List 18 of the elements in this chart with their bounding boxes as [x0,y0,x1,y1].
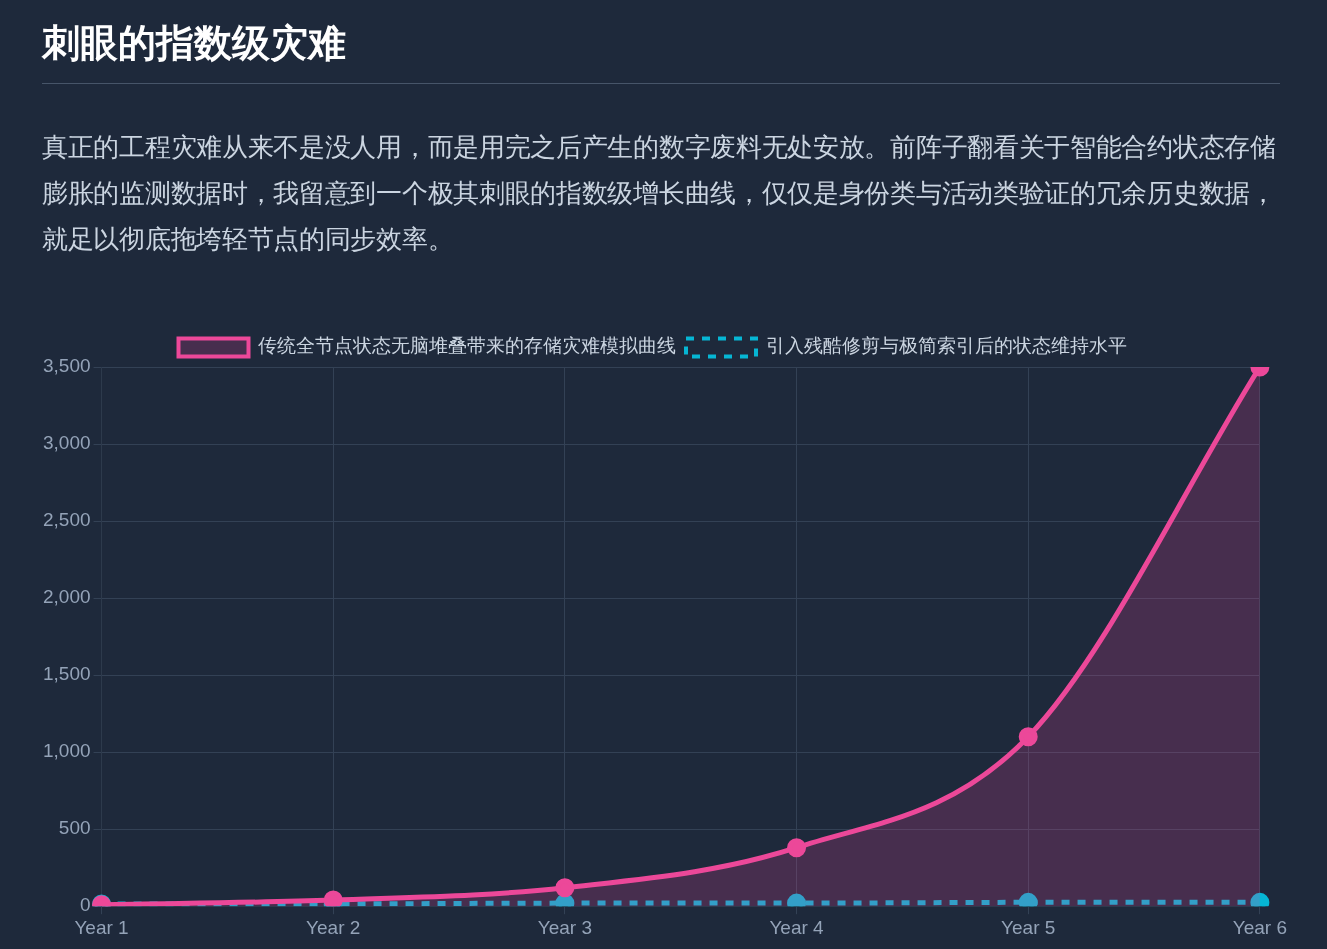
x-tick-label: Year 3 [537,916,593,938]
x-tick-label: Year 6 [1232,916,1288,938]
x-tick-label: Year 4 [769,916,825,938]
x-tick-label: Year 2 [306,916,361,938]
chart-subtitle: 真正的工程灾难从来不是没人用，而是用完之后产生的数字废料无处安放。前阵子翻看关于智能合约状态存储膨胀的监测数据时，我留意到一个极其刺眼的指数级增长曲线，仅仅是身份类与活动类验证的冗余历史数据，就足以彻底拖垮轻节点的同步效率。 [42,131,1277,256]
chart-title: 刺眼的指数级灾难 [42,18,1280,84]
y-tick-label: 1,500 [43,663,91,685]
y-tick-label: 500 [58,817,91,839]
y-tick-label: 2,000 [43,586,91,608]
legend-label: 传统全节点状态无脑堆叠带来的存储灾难模拟曲线 [258,334,676,357]
y-tick-label: 2,500 [43,509,91,531]
y-tick-label: 3,500 [43,355,91,377]
x-tick-label: Year 5 [1001,916,1056,938]
y-tick-label: 3,000 [43,432,91,454]
x-tick-label: Year 1 [74,916,129,938]
legend-label: 引入残酷修剪与极简索引后的状态维持水平 [765,334,1127,357]
y-tick-label: 0 [79,894,91,916]
y-tick-label: 1,000 [43,740,91,762]
